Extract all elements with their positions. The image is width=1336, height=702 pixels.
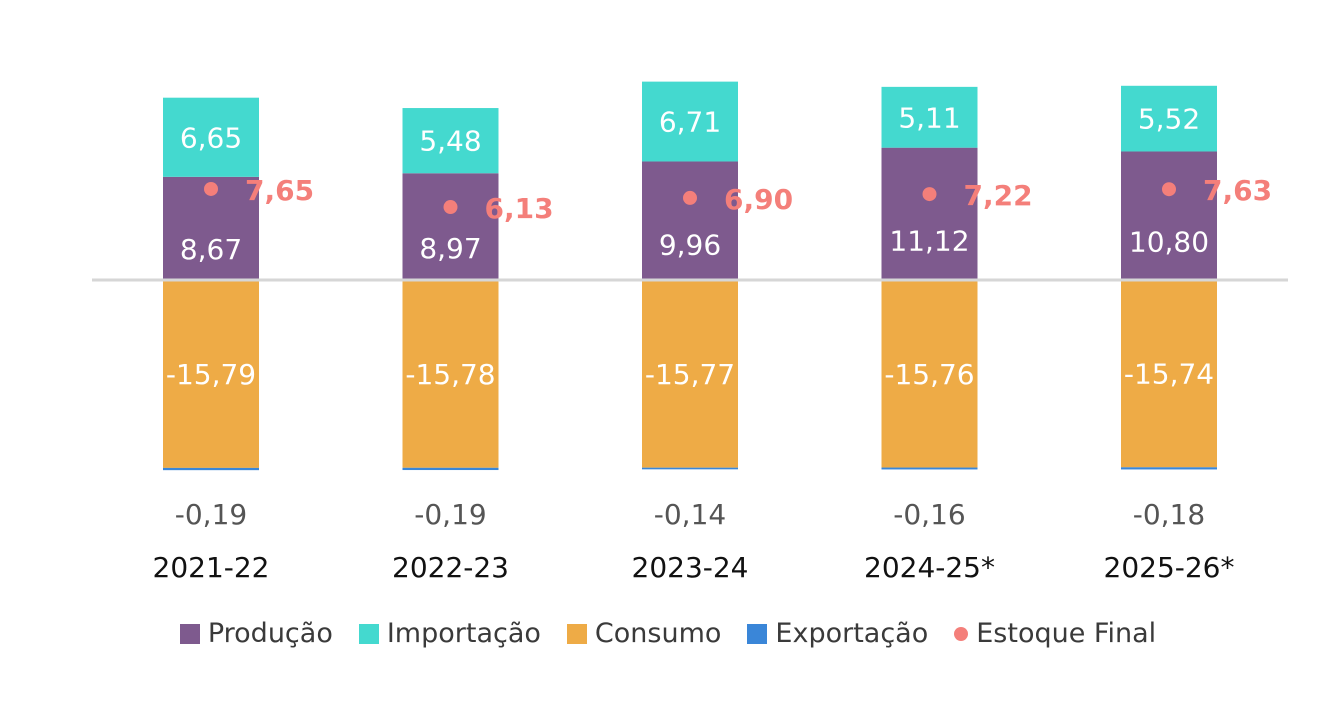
label-consumo-2023-24: -15,77: [645, 358, 735, 391]
label-estoque-final-2025-26: 7,63: [1203, 174, 1272, 207]
x-tick-label-2023-24: 2023-24: [632, 551, 749, 584]
bar-producao-2023-24: [642, 161, 738, 280]
label-estoque-final-2021-22: 7,65: [245, 174, 314, 207]
bar-importacao-2025-26: [1121, 85, 1217, 152]
label-consumo-2021-22: -15,79: [166, 358, 256, 391]
bar-importacao-2023-24: [642, 81, 738, 162]
label-consumo-2022-23: -15,78: [405, 358, 495, 391]
bar-producao-2025-26: [1121, 151, 1217, 280]
x-tick-label-2021-22: 2021-22: [153, 551, 270, 584]
point-estoque-final-2021-22: [204, 181, 218, 196]
bar-consumo-2023-24: [642, 280, 738, 468]
bar-exportacao-2023-24: [642, 467, 738, 470]
label-exportacao-2025-26: -0,18: [1133, 498, 1205, 531]
legend-swatch-estoque-final: [954, 626, 969, 641]
label-importacao-2022-23: 5,48: [419, 125, 481, 158]
label-producao-2025-26: 10,80: [1129, 225, 1209, 258]
label-estoque-final-2023-24: 6,90: [724, 183, 793, 216]
bar-consumo-2025-26: [1121, 280, 1217, 468]
bar-consumo-2021-22: [163, 280, 259, 468]
legend-item-estoque-final: Estoque Final: [954, 618, 1156, 649]
legend-label-producao: Produção: [207, 618, 333, 649]
x-tick-label-2025-26: 2025-26*: [1104, 551, 1235, 584]
point-estoque-final-2024-25: [922, 187, 937, 202]
label-producao-2024-25: 11,12: [889, 224, 969, 257]
x-tick-label-2024-25: 2024-25*: [864, 551, 995, 584]
legend-label-importacao: Importação: [386, 618, 541, 649]
label-consumo-2025-26: -15,74: [1124, 358, 1214, 391]
legend-item-exportacao: Exportação: [747, 618, 928, 649]
label-estoque-final-2022-23: 6,13: [485, 192, 554, 225]
label-exportacao-2023-24: -0,14: [654, 498, 726, 531]
bar-importacao-2022-23: [402, 108, 499, 174]
bar-exportacao-2025-26: [1121, 467, 1217, 470]
bar-producao-2024-25: [881, 147, 978, 280]
legend-swatch-producao: [179, 623, 200, 644]
bar-importacao-2021-22: [163, 97, 259, 177]
x-tick-label-2022-23: 2022-23: [392, 551, 509, 584]
label-exportacao-2021-22: -0,19: [175, 498, 247, 531]
legend-swatch-exportacao: [747, 623, 768, 644]
legend-item-producao: Produção: [179, 618, 333, 649]
label-exportacao-2024-25: -0,16: [893, 498, 965, 531]
bar-consumo-2022-23: [402, 280, 499, 468]
bar-exportacao-2024-25: [881, 467, 978, 470]
legend-swatch-consumo: [566, 623, 587, 644]
point-estoque-final-2025-26: [1162, 182, 1176, 197]
bar-producao-2022-23: [402, 173, 499, 280]
label-exportacao-2022-23: -0,19: [414, 498, 486, 531]
label-producao-2022-23: 8,97: [419, 232, 481, 265]
bar-exportacao-2022-23: [402, 467, 499, 471]
bar-consumo-2024-25: [881, 280, 978, 468]
point-estoque-final-2022-23: [443, 200, 458, 215]
legend-swatch-importacao: [358, 623, 379, 644]
legend-item-consumo: Consumo: [566, 618, 722, 649]
legend-label-consumo: Consumo: [594, 618, 722, 649]
label-producao-2023-24: 9,96: [659, 228, 721, 261]
legend-label-exportacao: Exportação: [775, 618, 929, 649]
legend-label-estoque-final: Estoque Final: [976, 618, 1157, 649]
point-estoque-final-2023-24: [683, 190, 697, 205]
label-importacao-2024-25: 5,11: [898, 101, 960, 134]
label-producao-2021-22: 8,67: [180, 233, 242, 266]
bar-exportacao-2021-22: [163, 467, 259, 471]
label-importacao-2025-26: 5,52: [1138, 103, 1200, 136]
bar-importacao-2024-25: [881, 86, 978, 148]
label-estoque-final-2024-25: 7,22: [964, 179, 1033, 212]
label-consumo-2024-25: -15,76: [884, 358, 974, 391]
label-importacao-2023-24: 6,71: [659, 106, 721, 139]
legend-item-importacao: Importação: [358, 618, 541, 649]
label-importacao-2021-22: 6,65: [180, 121, 242, 154]
legend: Produção Importação Consumo Exportação E…: [0, 618, 1336, 649]
